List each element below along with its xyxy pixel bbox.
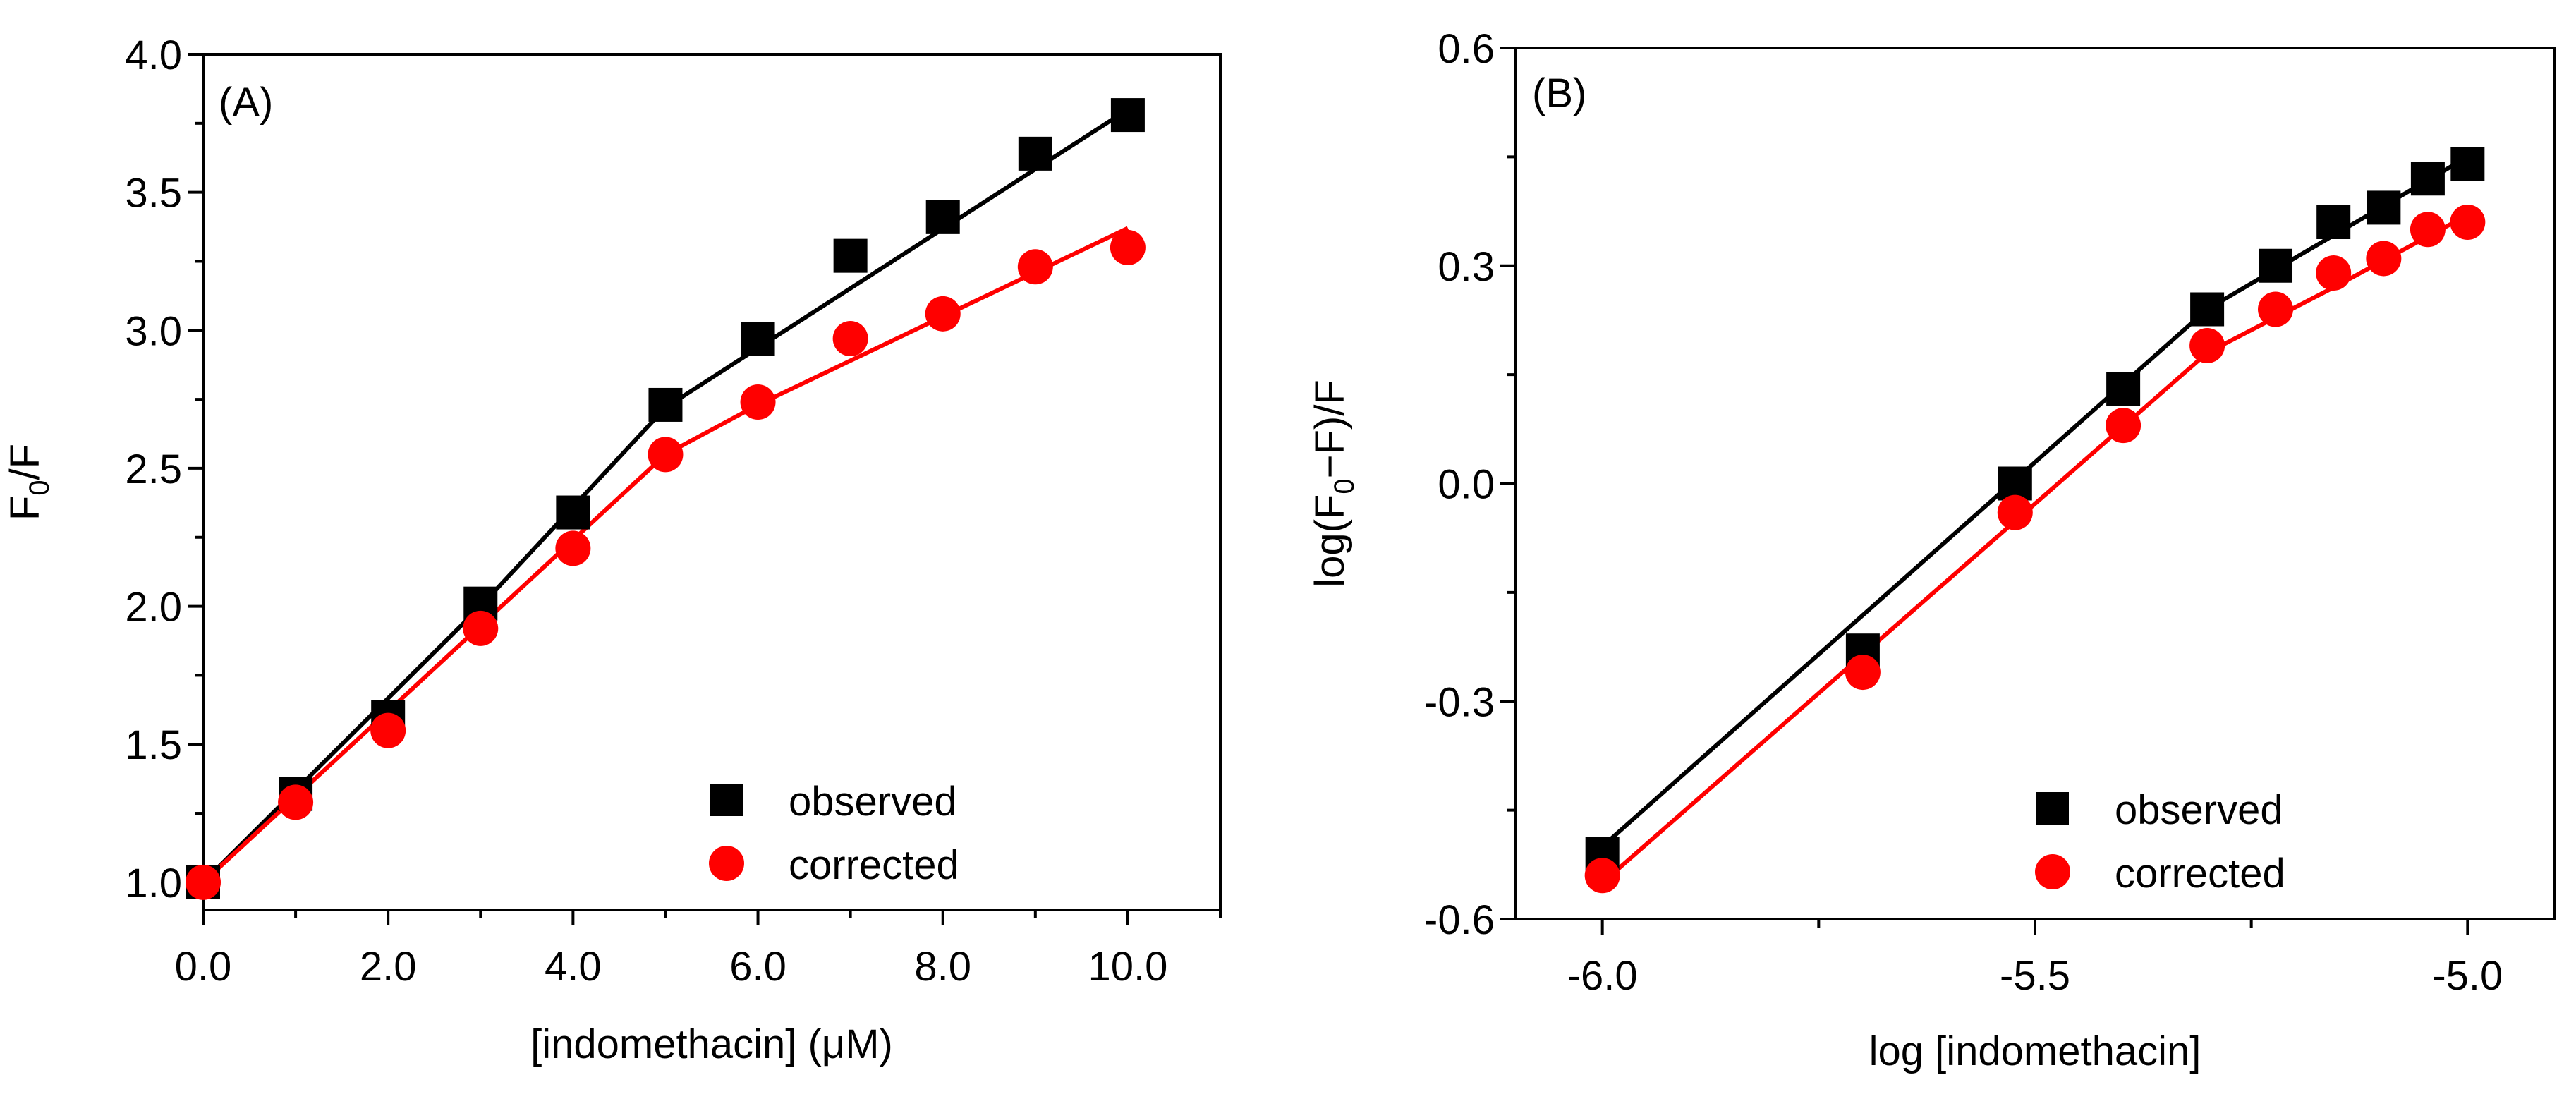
y-label-main: log(F	[1307, 494, 1353, 588]
data-point-corrected	[2316, 255, 2352, 291]
fit-line-corrected	[1600, 213, 2469, 885]
x-tick-label: 2.0	[360, 944, 417, 990]
data-point-corrected	[1110, 229, 1146, 265]
data-point-observed	[556, 495, 590, 530]
data-point-corrected	[555, 530, 591, 566]
data-point-corrected	[2450, 205, 2486, 240]
y-label-subscript: 0	[1329, 478, 1360, 494]
x-tick-label: -6.0	[1567, 953, 1638, 999]
y-tick-label: 2.0	[125, 585, 182, 631]
data-point-corrected	[2366, 241, 2402, 276]
y-tick-label: -0.6	[1424, 897, 1495, 943]
y-axis-label: log(F0−F)/F	[1307, 379, 1360, 588]
legend-label: observed	[789, 779, 957, 825]
data-point-observed	[2259, 248, 2293, 283]
data-point-observed	[2106, 372, 2141, 406]
legend-label: corrected	[2115, 851, 2285, 897]
fit-line-observed	[201, 107, 1129, 884]
legend-marker-circle	[2035, 854, 2070, 889]
data-point-corrected	[463, 610, 499, 646]
data-point-corrected	[1845, 655, 1881, 691]
data-point-corrected	[2410, 212, 2446, 248]
data-point-corrected	[1584, 858, 1620, 894]
legend-label: corrected	[789, 842, 959, 888]
data-point-observed	[2316, 205, 2351, 239]
data-point-observed	[1018, 136, 1052, 171]
x-tick-label: 4.0	[545, 944, 602, 990]
y-label-main: F	[2, 496, 48, 521]
x-axis-label: [indomethacin] (μM)	[530, 1021, 893, 1067]
y-tick-label: 3.5	[125, 171, 182, 217]
panel-label: (A)	[219, 80, 273, 126]
y-label-tail: /F	[2, 444, 48, 480]
data-point-observed	[925, 200, 960, 234]
x-tick-label: 8.0	[914, 944, 971, 990]
x-axis-label: log [indomethacin]	[1869, 1028, 2201, 1074]
y-axis-label: F0/F	[2, 444, 55, 521]
data-point-observed	[833, 238, 868, 273]
data-point-corrected	[925, 296, 961, 332]
data-point-observed	[1110, 98, 1145, 133]
data-point-observed	[741, 322, 775, 356]
plot-frame	[1514, 47, 2556, 920]
y-label-subscript: 0	[24, 480, 55, 495]
y-tick-label: 3.0	[125, 308, 182, 354]
data-point-observed	[2410, 162, 2445, 196]
y-tick-label: -0.3	[1424, 679, 1495, 725]
data-point-corrected	[278, 784, 314, 820]
data-point-corrected	[2258, 291, 2294, 327]
panel-a: 0.0 2.0 4.0 6.0 8.0 10.0 1.0 1.5 2.0 2.5 3.0 3.5 4.0…	[2, 32, 1222, 1067]
panel-b: -6.0 -5.5 -5.0 -0.6 -0.3 0.0 0.3 0.6 log [indome…	[1307, 26, 2556, 1074]
legend-marker-square	[710, 784, 743, 816]
y-tick-label: 1.5	[125, 722, 182, 768]
data-point-corrected	[832, 321, 868, 357]
y-tick-label: 0.3	[1438, 244, 1495, 290]
y-tick-label: 2.5	[125, 446, 182, 492]
panel-label: (B)	[1532, 71, 1586, 116]
data-point-observed	[1998, 466, 2032, 501]
legend-label: observed	[2115, 787, 2283, 833]
data-point-corrected	[2106, 408, 2141, 444]
data-point-observed	[2450, 147, 2485, 181]
data-point-observed	[2367, 190, 2401, 225]
x-tick-label: 10.0	[1088, 944, 1167, 990]
data-point-corrected	[2189, 327, 2225, 363]
legend-marker-square	[2036, 792, 2069, 825]
legend-marker-circle	[709, 846, 744, 881]
data-point-corrected	[740, 384, 776, 420]
y-tick-label: 0.0	[1438, 462, 1495, 508]
data-point-corrected	[1017, 249, 1053, 285]
data-point-observed	[648, 387, 683, 422]
data-point-corrected	[370, 712, 406, 748]
data-point-observed	[2190, 292, 2225, 327]
y-tick-label: 0.6	[1438, 26, 1495, 72]
data-point-corrected	[1997, 494, 2033, 530]
y-tick-label: 4.0	[125, 32, 182, 78]
y-tick-label: 1.0	[125, 861, 182, 906]
x-tick-label: -5.5	[2000, 953, 2070, 999]
plot-frame	[202, 53, 1222, 911]
x-tick-label: 0.0	[175, 944, 232, 990]
y-label-tail: −F)/F	[1307, 379, 1353, 478]
x-tick-label: -5.0	[2432, 953, 2503, 999]
fit-line-corrected	[201, 226, 1129, 885]
x-tick-label: 6.0	[729, 944, 786, 990]
data-point-corrected	[648, 437, 684, 473]
data-point-corrected	[186, 864, 221, 900]
